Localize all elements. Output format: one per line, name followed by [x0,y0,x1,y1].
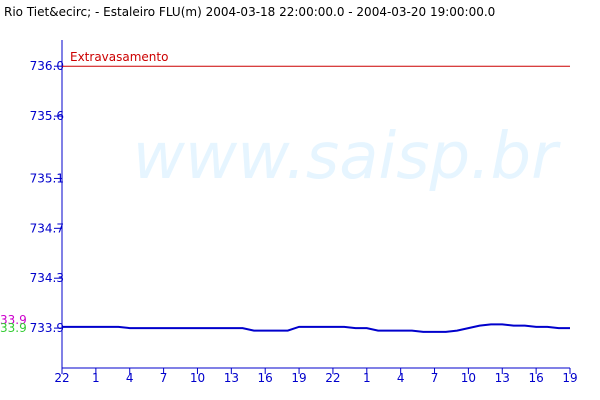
data-line [62,323,570,333]
x-tick-label: 13 [495,371,510,385]
x-tick-label: 22 [54,371,69,385]
x-tick-label: 22 [325,371,340,385]
x-tick-label: 4 [126,371,134,385]
x-tick-label: 1 [92,371,100,385]
y-tick-label: 735.6 [30,109,64,123]
x-tick-label: 7 [160,371,168,385]
y-tick-label: 734.3 [30,271,64,285]
x-tick-label: 1 [363,371,371,385]
y-tick-label: 734.7 [30,221,64,235]
chart-title: Rio Tiet&ecirc; - Estaleiro FLU(m) 2004-… [4,5,495,19]
y-tick-label: 735.1 [30,171,64,185]
x-tick-label: 10 [190,371,205,385]
x-tick-label: 13 [224,371,239,385]
x-tick-label: 16 [258,371,273,385]
threshold-label: Extravasamento [70,50,168,64]
x-tick-label: 19 [291,371,306,385]
x-tick-label: 16 [528,371,543,385]
y-tick-label: 733.9 [30,321,64,335]
side-label: 33.9 [0,313,27,327]
x-tick-label: 7 [431,371,439,385]
x-tick-label: 10 [461,371,476,385]
x-tick-label: 19 [562,371,577,385]
watermark: www.saisp.br [133,120,562,194]
y-tick-label: 736.0 [30,59,64,73]
side-label: 33.9 [0,321,27,335]
x-tick-label: 4 [397,371,405,385]
